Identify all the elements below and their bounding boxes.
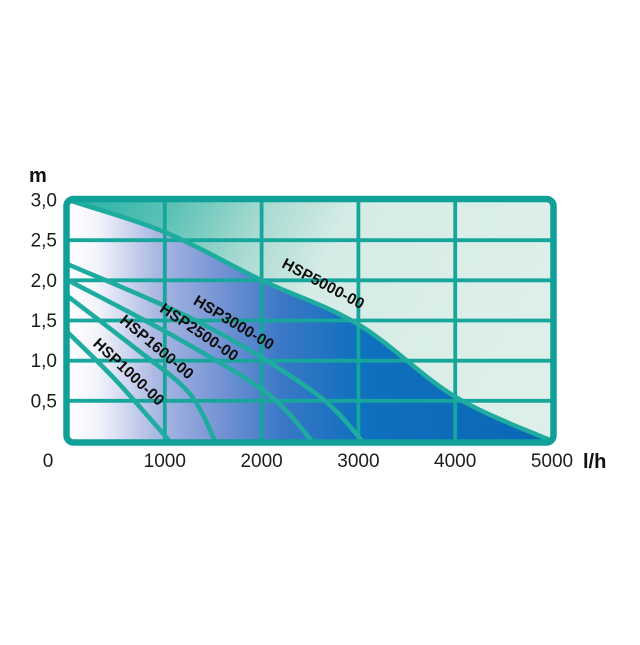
- x-tick-label-2000: 2000: [240, 451, 282, 472]
- y-tick-labels: 3,0 2,5 2,0 1,5 1,0 0,5: [31, 191, 57, 413]
- x-tick-label-4000: 4000: [434, 451, 476, 472]
- y-tick-label-2,0: 2,0: [31, 271, 57, 292]
- curve-hsp1000-00: [66, 330, 172, 444]
- y-tick-label-1,0: 1,0: [31, 351, 57, 372]
- x-tick-label-3000: 3000: [337, 451, 379, 472]
- y-tick-label-2,5: 2,5: [31, 231, 57, 252]
- y-axis-unit-label: m: [29, 165, 47, 187]
- y-tick-label-1,5: 1,5: [31, 311, 57, 332]
- x-tick-label-5000: 5000: [531, 451, 573, 472]
- x-tick-label-0: 0: [43, 451, 54, 472]
- curve-hsp1600-00: [66, 294, 218, 444]
- gridlines: [66, 199, 554, 443]
- curve-hsp5000-00: [66, 198, 554, 444]
- y-tick-label-3,0: 3,0: [31, 191, 57, 212]
- plot-border: [63, 195, 557, 446]
- x-axis-unit-label: l/h: [583, 451, 606, 473]
- curve-hsp2500-00: [66, 278, 315, 444]
- pump-curves: [66, 198, 554, 444]
- x-tick-label-1000: 1000: [144, 451, 186, 472]
- y-tick-label-0,5: 0,5: [31, 391, 57, 412]
- x-tick-labels: 0 1000 2000 3000 4000 5000: [43, 451, 573, 472]
- curve-hsp3000-00: [66, 262, 365, 444]
- plot-area: [66, 198, 554, 444]
